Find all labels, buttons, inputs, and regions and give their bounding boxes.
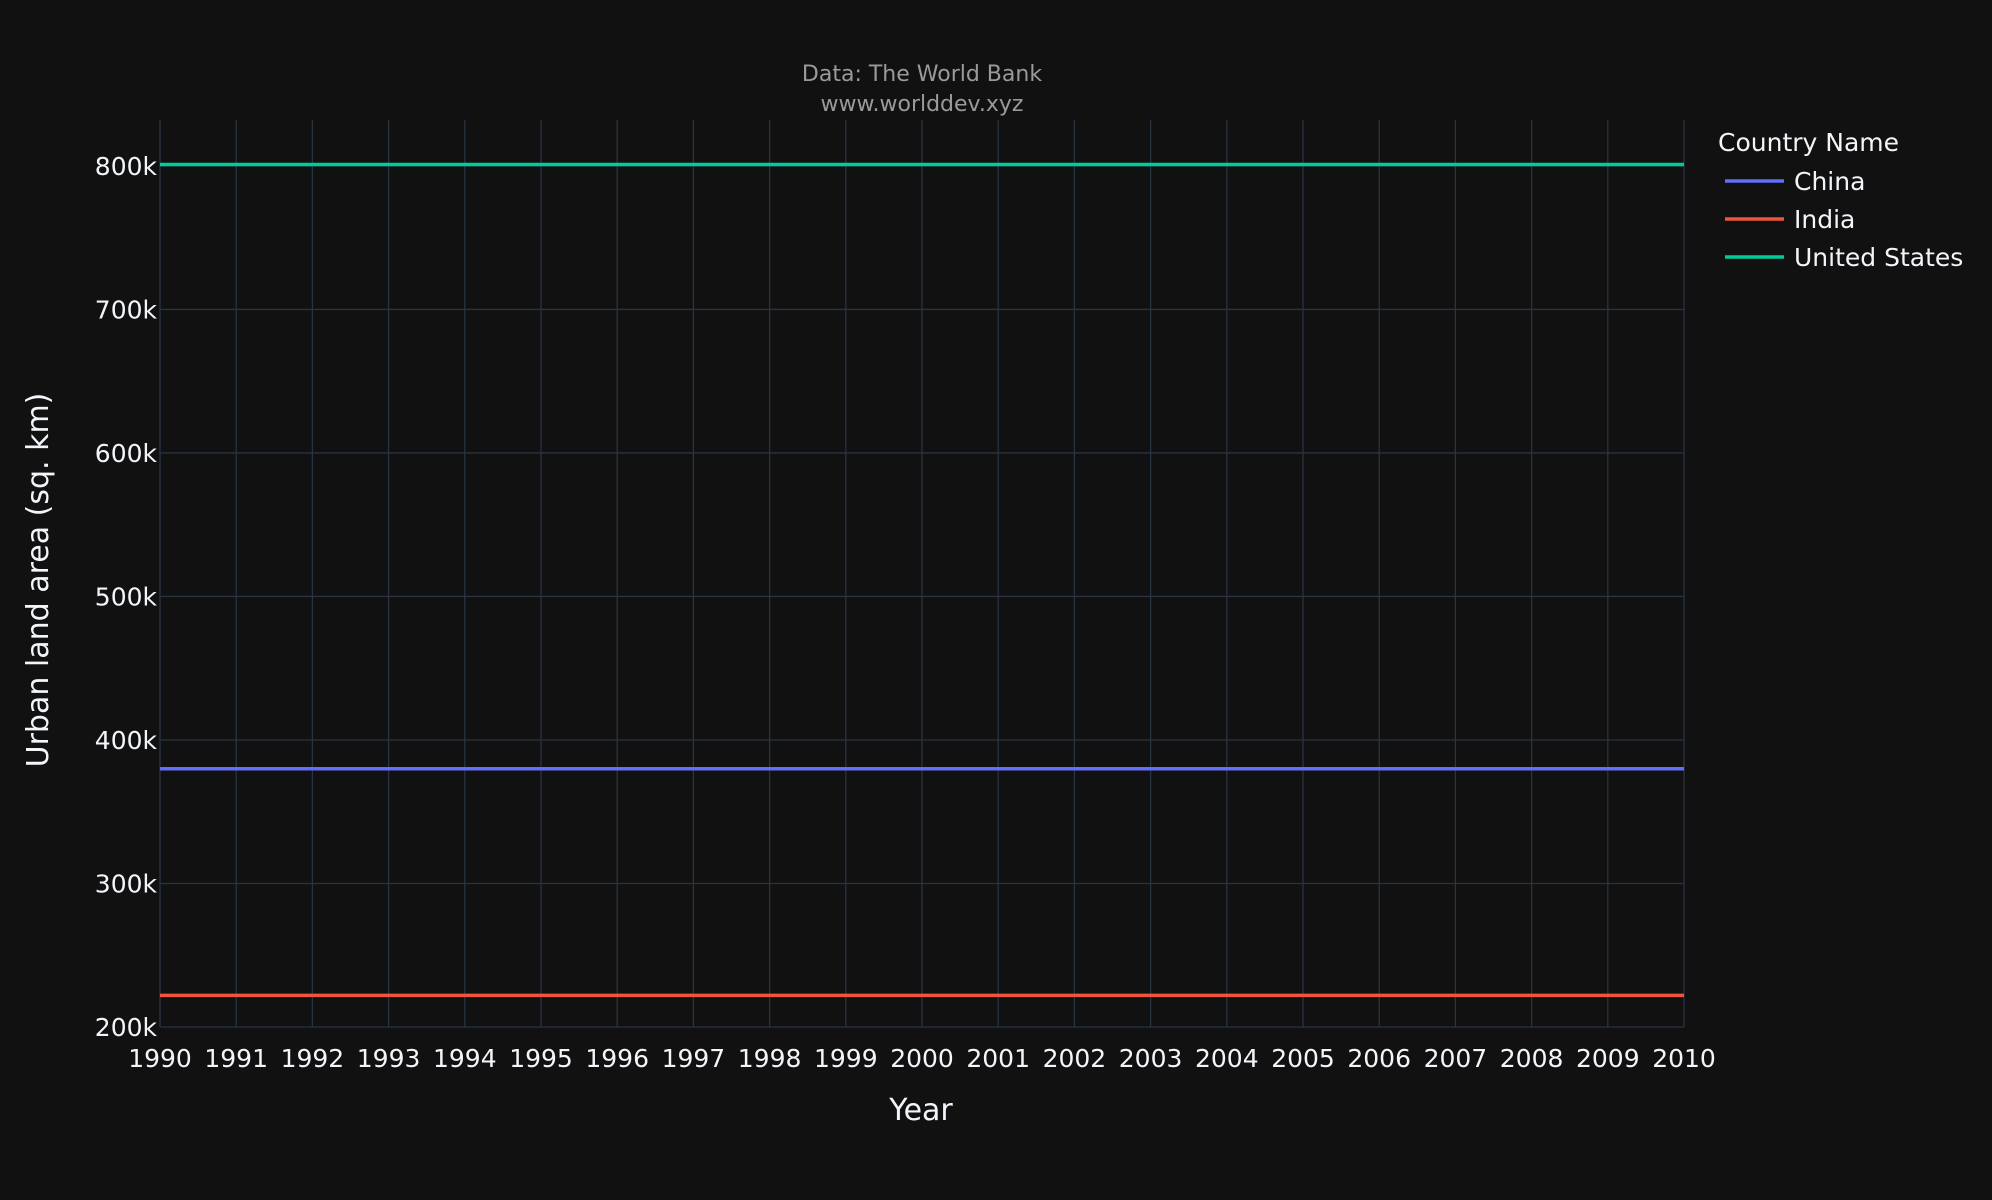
x-tick-label-2005: 2005 xyxy=(1271,1044,1335,1073)
legend: Country Name China India United States xyxy=(1718,128,1963,272)
x-gridlines xyxy=(159,120,1685,1027)
legend-item-china[interactable]: China xyxy=(1725,167,1865,196)
legend-label-china: China xyxy=(1794,167,1865,196)
x-tick-label-1997: 1997 xyxy=(662,1044,726,1073)
chart-subtitle-line-1: Data: The World Bank xyxy=(802,62,1042,87)
x-tick-label-2000: 2000 xyxy=(890,1044,954,1073)
y-tick-label-600k: 600k xyxy=(95,439,158,468)
x-tick-label-2003: 2003 xyxy=(1119,1044,1183,1073)
y-tick-label-800k: 800k xyxy=(95,152,158,181)
x-tick-label-2006: 2006 xyxy=(1347,1044,1411,1073)
x-tick-label-2007: 2007 xyxy=(1424,1044,1488,1073)
x-tick-label-1996: 1996 xyxy=(585,1044,649,1073)
x-tick-label-2002: 2002 xyxy=(1043,1044,1107,1073)
x-tick-label-1993: 1993 xyxy=(357,1044,421,1073)
legend-item-united-states[interactable]: United States xyxy=(1725,243,1963,272)
x-tick-label-1998: 1998 xyxy=(738,1044,802,1073)
legend-label-united-states: United States xyxy=(1794,243,1963,272)
x-axis-title: Year xyxy=(888,1093,953,1128)
y-tick-label-700k: 700k xyxy=(95,295,158,324)
legend-title: Country Name xyxy=(1718,128,1899,157)
x-tick-label-1995: 1995 xyxy=(509,1044,573,1073)
x-tick-label-1992: 1992 xyxy=(281,1044,345,1073)
x-tick-label-2009: 2009 xyxy=(1576,1044,1640,1073)
y-tick-label-200k: 200k xyxy=(95,1013,158,1042)
series-lines xyxy=(160,162,1684,998)
y-tick-label-400k: 400k xyxy=(95,726,158,755)
y-gridlines xyxy=(160,165,1684,1028)
y-axis-title: Urban land area (sq. km) xyxy=(21,393,56,768)
y-tick-label-300k: 300k xyxy=(95,869,158,898)
x-tick-label-1994: 1994 xyxy=(433,1044,497,1073)
y-axis-tick-labels: 200k 300k 400k 500k 600k 700k 800k xyxy=(95,152,158,1042)
x-tick-label-2010: 2010 xyxy=(1652,1044,1716,1073)
legend-item-india[interactable]: India xyxy=(1725,205,1855,234)
x-tick-label-2001: 2001 xyxy=(966,1044,1030,1073)
x-tick-label-2004: 2004 xyxy=(1195,1044,1259,1073)
x-axis-tick-labels: 1990 1991 1992 1993 1994 1995 1996 1997 1998 1999… xyxy=(128,1044,1716,1073)
x-tick-label-1990: 1990 xyxy=(128,1044,192,1073)
legend-label-india: India xyxy=(1794,205,1855,234)
x-tick-label-1999: 1999 xyxy=(814,1044,878,1073)
x-tick-label-1991: 1991 xyxy=(204,1044,268,1073)
y-tick-label-500k: 500k xyxy=(95,582,158,611)
x-tick-label-2008: 2008 xyxy=(1500,1044,1564,1073)
chart-subtitle-line-2: www.worlddev.xyz xyxy=(821,92,1024,117)
